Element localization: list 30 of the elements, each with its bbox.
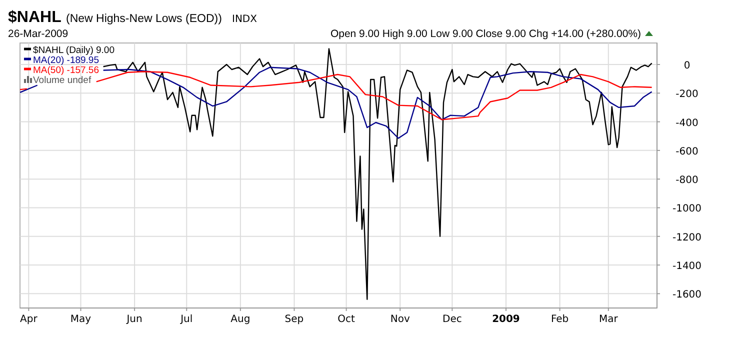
annotation: Volume undef: [33, 75, 92, 86]
text: Open 9.00 High 9.00 Low 9.00 Close 9.00 Chg +14.00 (+280.00%): [330, 28, 641, 40]
y-tick-label: -1400: [672, 261, 702, 272]
chart-title: $NAHL: [8, 9, 62, 26]
y-tick-label: -1600: [672, 290, 702, 301]
x-tick-label: Jun: [126, 314, 142, 325]
chart-subtitle: (New Highs-New Lows (EOD)): [66, 13, 222, 25]
x-tick-label: Nov: [390, 314, 410, 325]
text: 26-Mar-2009: [8, 28, 68, 40]
x-tick-label: Apr: [20, 314, 38, 325]
x-tick-label: Dec: [442, 314, 462, 325]
y-tick-label: -200: [676, 89, 698, 100]
x-tick-label: Mar: [598, 314, 619, 325]
y-tick-label: -400: [676, 118, 698, 129]
y-tick-label: -1200: [672, 232, 702, 244]
y-tick-label: -1000: [672, 204, 702, 215]
x-tick-label: Oct: [338, 314, 356, 325]
x-tick-label: Sep: [284, 314, 304, 325]
legend-label: $NAHL (Daily) 9.00: [33, 45, 114, 56]
x-tick-label: Jul: [180, 314, 193, 325]
text: INDX: [232, 14, 258, 25]
y-tick-label: -600: [676, 146, 698, 158]
legend-label: MA(50) -157.56: [33, 65, 100, 76]
y-tick-label: 0: [684, 60, 690, 72]
x-tick-label: May: [70, 314, 92, 325]
x-tick-label: 2009: [492, 314, 520, 325]
x-tick-label: Feb: [550, 314, 569, 325]
x-tick-label: Aug: [230, 314, 250, 325]
y-tick-label: -800: [676, 175, 698, 186]
legend-label: MA(20) -189.95: [33, 55, 100, 66]
